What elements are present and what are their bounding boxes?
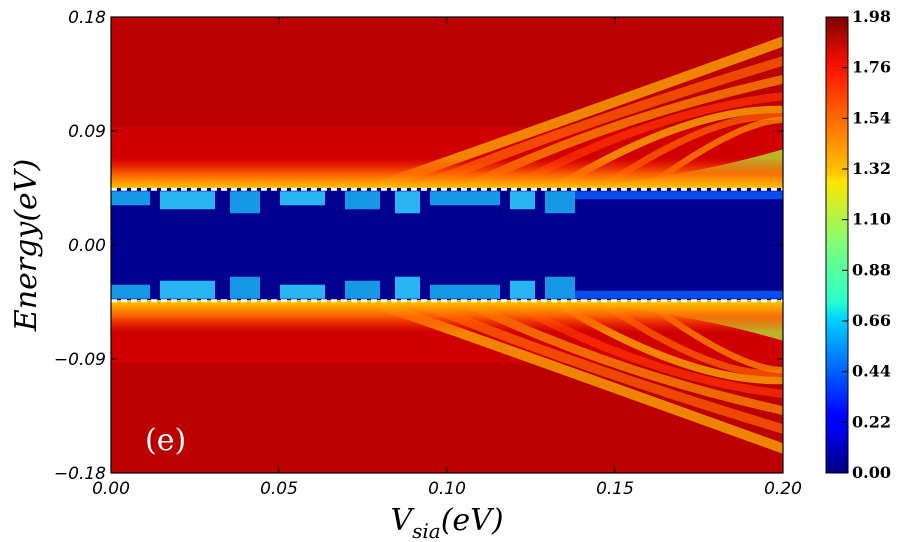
x-tick-label: 0.15 — [596, 479, 634, 499]
edge-state-lower — [510, 280, 535, 299]
edge-state-lower — [395, 276, 420, 299]
edge-state-upper — [430, 191, 500, 206]
colorbar-tick-label: 1.54 — [852, 108, 891, 127]
y-tick-label: −0.09 — [54, 350, 106, 370]
edge-state-upper — [280, 191, 325, 206]
x-tick-label: 0.20 — [764, 479, 802, 499]
edge-state-upper — [345, 191, 380, 210]
x-axis-title-main: V — [390, 503, 415, 538]
x-tick-label: 0.10 — [428, 479, 466, 499]
edge-state-lower — [430, 284, 500, 299]
gap-edge-states — [111, 191, 783, 299]
x-axis-ticks: 0.00 0.05 0.10 0.15 0.20 — [92, 17, 802, 499]
x-tick-label: 0.00 — [92, 479, 130, 499]
edge-rim-lower — [575, 290, 783, 299]
plot-area — [111, 17, 783, 473]
edge-state-lower — [345, 280, 380, 299]
upper-dark-band — [111, 17, 783, 127]
edge-state-upper — [160, 191, 215, 210]
colorbar-tick-label: 1.10 — [852, 210, 891, 229]
edge-rim-upper — [575, 191, 783, 200]
edge-state-lower — [111, 284, 150, 299]
y-tick-label: 0.00 — [68, 236, 106, 256]
edge-state-lower — [280, 284, 325, 299]
colorbar-tick-label: 1.98 — [852, 7, 891, 26]
edge-state-upper — [510, 191, 535, 210]
colorbar-tick-label: 0.22 — [852, 412, 891, 431]
colorbar-tick-label: 0.66 — [852, 311, 891, 330]
lower-edge-glow — [111, 300, 783, 332]
colorbar-tick-label: 1.32 — [852, 159, 891, 178]
y-tick-label: 0.09 — [68, 122, 106, 142]
x-axis-title-subscript: sia — [412, 519, 441, 542]
colorbar-tick-label: 0.44 — [852, 362, 891, 381]
edge-state-upper — [230, 191, 260, 214]
x-axis-title: Vsia(eV) — [390, 503, 503, 542]
y-axis-title: Energy(eV) — [9, 159, 44, 332]
edge-state-lower — [160, 280, 215, 299]
edge-state-lower — [230, 276, 260, 299]
lower-dark-band — [111, 363, 783, 473]
colorbar-tick-label: 1.76 — [852, 58, 891, 77]
gap-region — [111, 188, 783, 300]
colorbar-ticks: 1.98 1.76 1.54 1.32 1.10 0.88 0.66 0.44 0.22 0.00 — [842, 7, 891, 482]
panel-label: (e) — [145, 423, 186, 458]
y-tick-label: 0.18 — [68, 8, 106, 28]
edge-state-upper — [545, 191, 575, 214]
colorbar-tick-label: 0.00 — [852, 463, 891, 482]
edge-state-upper — [111, 191, 150, 206]
edge-state-upper — [395, 191, 420, 214]
colorbar — [825, 16, 849, 474]
y-axis-ticks: 0.18 0.09 0.00 −0.09 −0.18 — [54, 8, 783, 484]
x-tick-label: 0.05 — [260, 479, 298, 499]
x-axis-title-suffix: (eV) — [441, 503, 504, 538]
edge-state-lower — [545, 276, 575, 299]
upper-edge-glow — [111, 158, 783, 190]
y-tick-label: −0.18 — [54, 464, 106, 484]
colorbar-tick-label: 0.88 — [852, 260, 891, 279]
